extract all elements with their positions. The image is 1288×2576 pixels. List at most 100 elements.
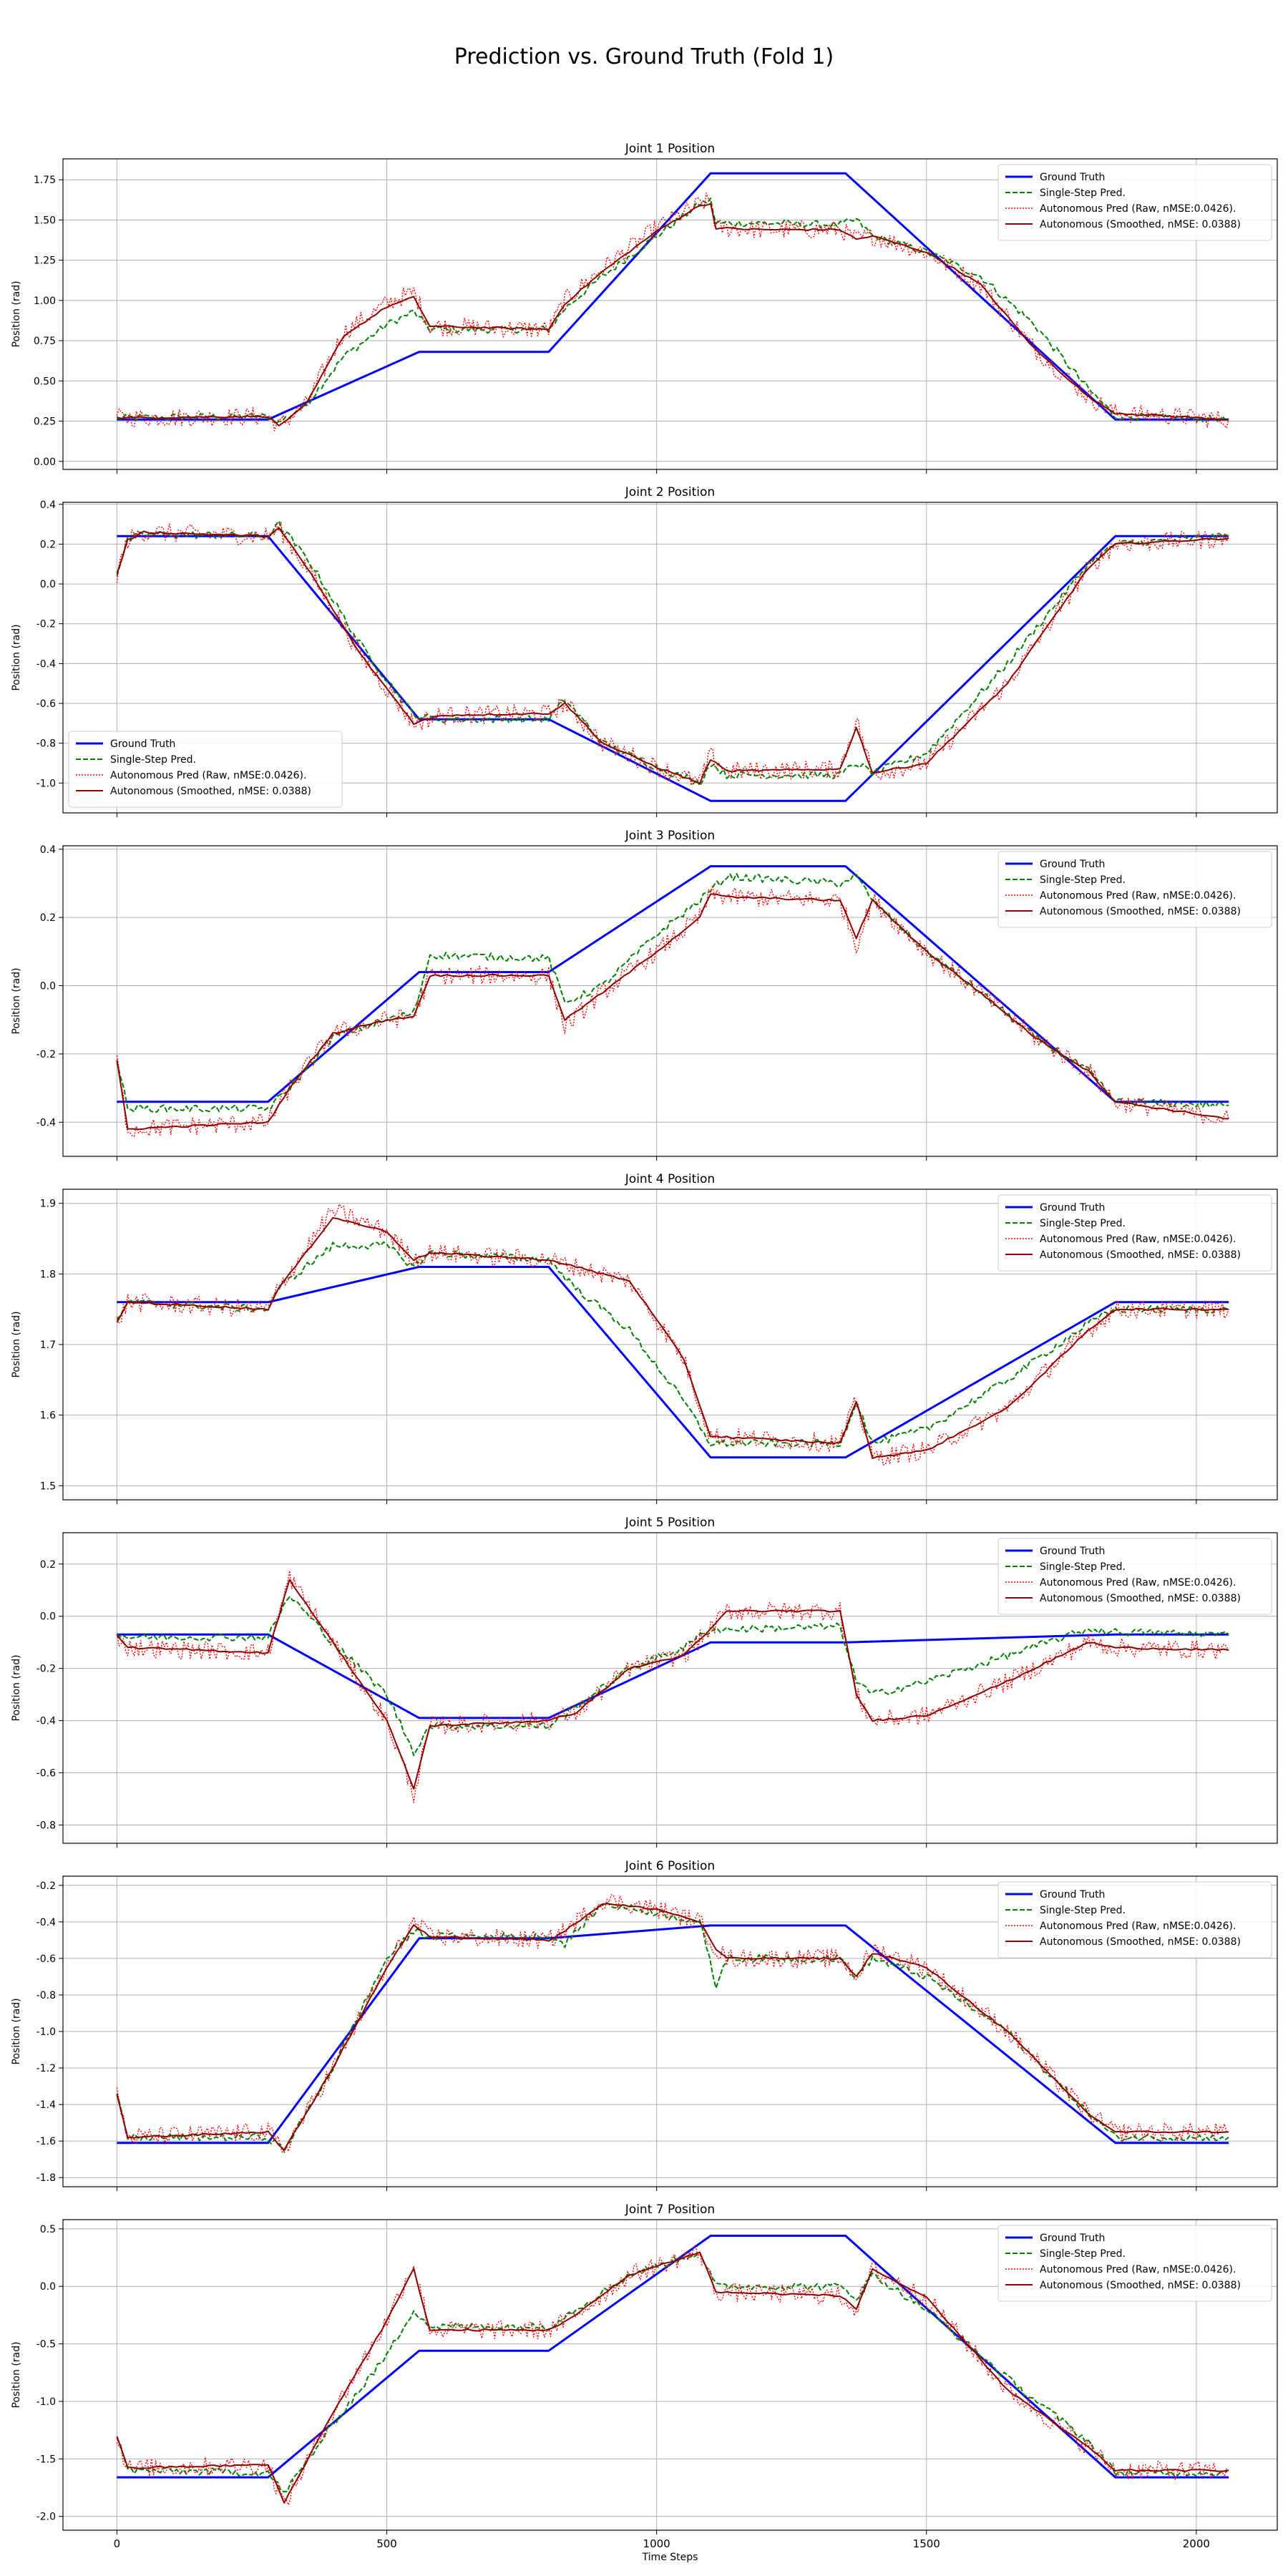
- y-axis-label: Position (rad): [11, 1311, 22, 1377]
- smoothed-legend-label: Autonomous (Smoothed, nMSE: 0.0388): [110, 786, 311, 797]
- x-tick-label: 500: [376, 2537, 397, 2550]
- y-tick-label: 1.25: [34, 255, 56, 267]
- smoothed-legend-label: Autonomous (Smoothed, nMSE: 0.0388): [1040, 1249, 1241, 1261]
- smoothed-line: [116, 1579, 1229, 1790]
- y-tick-label: -0.2: [36, 619, 56, 630]
- subplot-title: Joint 5 Position: [625, 1516, 715, 1530]
- ground-truth-legend-label: Ground Truth: [1040, 2233, 1105, 2244]
- y-tick-label: 1.5: [40, 1480, 56, 1492]
- y-tick-label: -1.6: [36, 2136, 56, 2147]
- y-tick-label: 0.2: [40, 1559, 56, 1571]
- legend: Ground Truth Single-Step Pred. Autonomous …: [997, 2225, 1272, 2302]
- joint-7-plot: 0 500 1000 1500 2000 -2.0 -1.5 -1.0 -0.5 0.0 0.5 Jo…: [11, 2202, 1278, 2563]
- y-tick-label: 0.4: [40, 499, 56, 511]
- y-tick-label: 0.4: [40, 844, 56, 856]
- y-tick-label: -2.0: [36, 2512, 56, 2523]
- y-tick-label: 0.0: [40, 1611, 56, 1623]
- legend: Ground Truth Single-Step Pred. Autonomous …: [997, 1881, 1272, 1958]
- legend-box: [997, 851, 1272, 928]
- joint-3-plot: -0.4 -0.2 0.0 0.2 0.4 Joint 3 Position Positio…: [11, 829, 1278, 1161]
- raw-legend-label: Autonomous Pred (Raw, nMSE:0.0426).: [1040, 1577, 1236, 1589]
- y-tick-label: -0.4: [36, 1917, 56, 1928]
- smoothed-line: [116, 1217, 1229, 1460]
- y-axis-label: Position (rad): [11, 967, 22, 1034]
- legend: Ground Truth Single-Step Pred. Autonomous …: [997, 1194, 1272, 1272]
- joint-2-plot: -1.0 -0.8 -0.6 -0.4 -0.2 0.0 0.2 0.4 Joint 2 Pos…: [11, 485, 1278, 817]
- single-step-line: [116, 1596, 1229, 1757]
- smoothed-line: [116, 2251, 1229, 2504]
- figure-title: Prediction vs. Ground Truth (Fold 1): [454, 44, 834, 69]
- y-tick-label: 0.0: [40, 981, 56, 992]
- y-tick-label: -0.6: [36, 1953, 56, 1965]
- y-tick-label: 1.75: [34, 175, 56, 186]
- legend-box: [997, 2225, 1272, 2302]
- single-step-legend-label: Single-Step Pred.: [1040, 874, 1126, 886]
- y-tick-label: 0.75: [34, 336, 56, 347]
- ground-truth-line: [117, 1266, 1229, 1459]
- y-tick-label: 0.25: [34, 416, 56, 428]
- raw-line: [116, 884, 1229, 1137]
- y-tick-label: -0.6: [36, 1768, 56, 1780]
- joint-5-plot: -0.8 -0.6 -0.4 -0.2 0.0 0.2 Joint 5 Position Po…: [11, 1516, 1278, 1848]
- raw-line: [116, 522, 1229, 786]
- y-tick-label: -1.8: [36, 2172, 56, 2184]
- plot-frame: [62, 502, 1278, 814]
- y-tick-label: -1.0: [36, 2396, 56, 2408]
- y-tick-label: -1.5: [36, 2454, 56, 2465]
- plot-frame: [62, 158, 1278, 470]
- y-tick-label: 0.5: [40, 2224, 56, 2235]
- single-step-line: [116, 2251, 1229, 2493]
- smoothed-legend-label: Autonomous (Smoothed, nMSE: 0.0388): [1040, 1936, 1241, 1948]
- joint-4-plot: 1.5 1.6 1.7 1.8 1.9 Joint 4 Position Position …: [11, 1172, 1278, 1504]
- y-tick-label: 0.0: [40, 579, 56, 590]
- single-step-legend-label: Single-Step Pred.: [1040, 1905, 1126, 1916]
- legend-box: [997, 164, 1272, 241]
- y-tick-label: -0.5: [36, 2339, 56, 2351]
- plot-frame: [62, 1532, 1278, 1844]
- legend-box: [997, 1538, 1272, 1615]
- smoothed-legend-label: Autonomous (Smoothed, nMSE: 0.0388): [1040, 906, 1241, 917]
- smoothed-line: [116, 527, 1229, 784]
- legend: Ground Truth Single-Step Pred. Autonomous …: [997, 851, 1272, 928]
- raw-line: [116, 1894, 1229, 2153]
- y-tick-label: -1.4: [36, 2099, 56, 2111]
- single-step-legend-label: Single-Step Pred.: [110, 754, 196, 766]
- legend: Ground Truth Single-Step Pred. Autonomous …: [997, 1538, 1272, 1615]
- plot-frame: [62, 1875, 1278, 2187]
- ground-truth-line: [117, 1633, 1229, 1719]
- y-tick-label: 1.6: [40, 1410, 56, 1422]
- ground-truth-legend-label: Ground Truth: [1040, 1546, 1105, 1557]
- y-axis-label: Position (rad): [11, 1998, 22, 2064]
- raw-line: [116, 2246, 1229, 2506]
- y-axis-label: Position (rad): [11, 624, 22, 691]
- y-tick-label: -0.8: [36, 738, 56, 750]
- ground-truth-line: [117, 2235, 1229, 2479]
- ground-truth-legend-label: Ground Truth: [1040, 172, 1105, 183]
- x-axis-label: Time Steps: [642, 2552, 698, 2563]
- x-tick-label: 1000: [643, 2537, 670, 2550]
- y-tick-label: 1.00: [34, 296, 56, 307]
- raw-legend-label: Autonomous Pred (Raw, nMSE:0.0426).: [110, 770, 306, 781]
- y-tick-label: 0.2: [40, 539, 56, 550]
- x-tick-label: 0: [114, 2537, 121, 2550]
- legend-box: [997, 1881, 1272, 1958]
- single-step-legend-label: Single-Step Pred.: [1040, 1561, 1126, 1573]
- single-step-legend-label: Single-Step Pred.: [1040, 187, 1126, 199]
- smoothed-line: [116, 893, 1229, 1131]
- smoothed-line: [116, 1903, 1229, 2151]
- raw-line: [116, 192, 1229, 431]
- subplot-title: Joint 6 Position: [625, 1859, 715, 1873]
- smoothed-legend-label: Autonomous (Smoothed, nMSE: 0.0388): [1040, 2280, 1241, 2291]
- y-axis-label: Position (rad): [11, 2341, 22, 2408]
- plot-frame: [62, 1189, 1278, 1501]
- y-tick-label: -0.6: [36, 698, 56, 710]
- y-tick-label: -0.4: [36, 658, 56, 670]
- raw-legend-label: Autonomous Pred (Raw, nMSE:0.0426).: [1040, 203, 1236, 215]
- raw-legend-label: Autonomous Pred (Raw, nMSE:0.0426).: [1040, 1234, 1236, 1245]
- y-axis-label: Position (rad): [11, 1654, 22, 1721]
- y-tick-label: 0.50: [34, 376, 56, 387]
- y-tick-label: -1.0: [36, 2026, 56, 2038]
- x-tick-label: 2000: [1183, 2537, 1210, 2550]
- joint-1-plot: 0.00 0.25 0.50 0.75 1.00 1.25 1.50 1.75 Joint 1 …: [11, 142, 1278, 474]
